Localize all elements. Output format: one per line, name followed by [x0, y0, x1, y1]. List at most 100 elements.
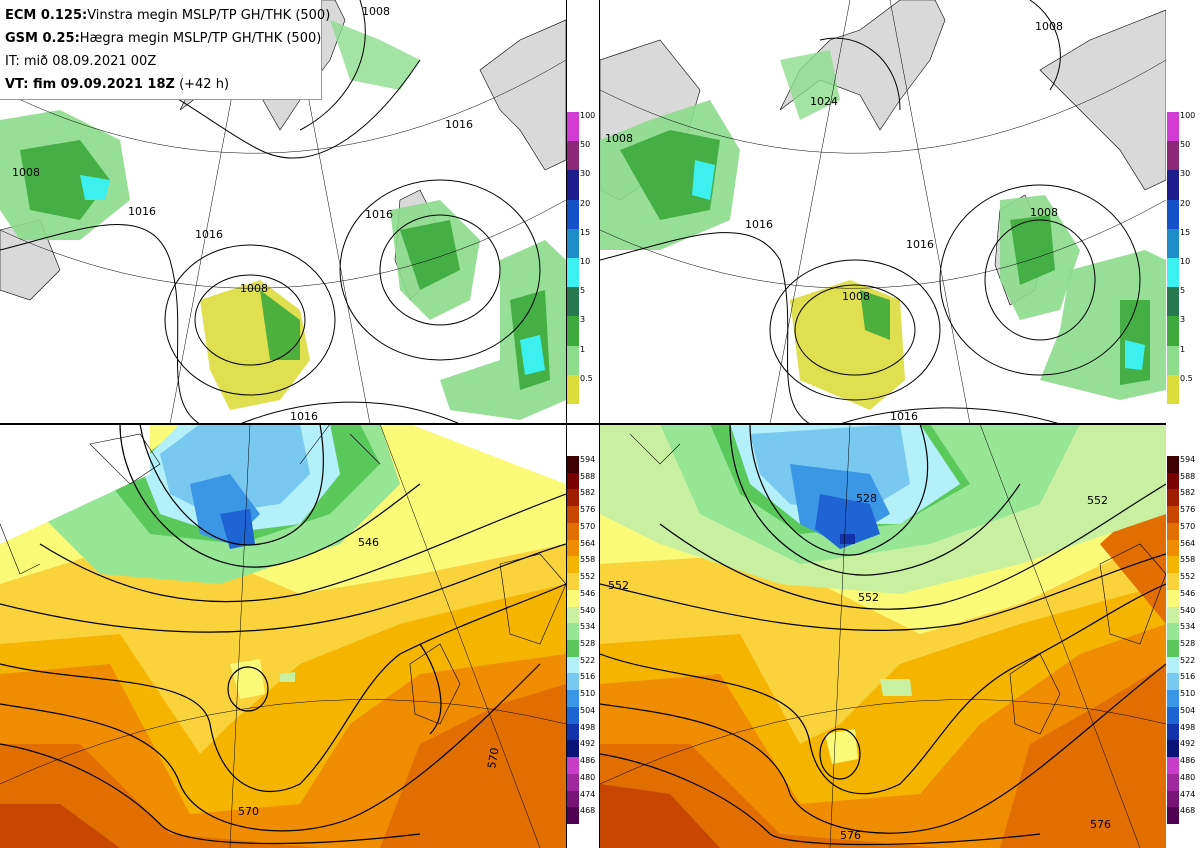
isobar-label: 1016 [745, 218, 773, 231]
colorbar-swatch [1167, 539, 1179, 557]
gsm-mslp-map: 1008 1024 1016 1016 1008 1016 1008 1008 [600, 0, 1166, 424]
colorbar-label: 5 [580, 286, 586, 296]
header-line-ecm: ECM 0.125:Vinstra megin MSLP/TP GH/THK (… [5, 8, 331, 23]
colorbar-swatch [1167, 489, 1179, 507]
colorbar-label: 570 [580, 521, 596, 531]
colorbar-label: 588 [1180, 471, 1196, 481]
gh-label: 570 [485, 747, 501, 770]
colorbar-label: 468 [580, 806, 596, 816]
ecm-thickness-panel: 546 570 570 [0, 424, 566, 848]
colorbar-label: 492 [1180, 739, 1196, 749]
thickness-colorbar-right: 594 588 582 576 570 564 558 552 546 540 534 528 522 5… [1167, 455, 1200, 825]
colorbar-label: 15 [580, 227, 591, 237]
colorbar-label: 486 [580, 756, 596, 766]
colorbar-label: 528 [1180, 639, 1196, 648]
colorbar-label: 1 [580, 344, 586, 354]
colorbar-label: 486 [1180, 756, 1196, 766]
gh-label: 528 [856, 492, 877, 505]
colorbar-swatch [567, 141, 579, 171]
colorbar-label: 516 [1180, 672, 1196, 682]
colorbar-swatch [567, 522, 579, 541]
panel-separator-horizontal [0, 423, 1166, 425]
colorbar-label: 3 [1180, 315, 1186, 325]
greenland-land [779, 0, 946, 131]
isobar-label: 1008 [1035, 20, 1063, 33]
colorbar-swatch [1167, 640, 1179, 658]
gh-label: 576 [840, 829, 861, 842]
colorbar-swatch [567, 374, 579, 405]
colorbar-label: 100 [1180, 111, 1196, 120]
isobar-label: 1008 [842, 290, 870, 303]
colorbar-swatch [1167, 345, 1179, 376]
colorbar-swatch [1167, 506, 1179, 524]
colorbar-swatch [1167, 287, 1179, 317]
colorbar-swatch [567, 757, 579, 775]
colorbar-swatch [567, 790, 579, 808]
gh-label: 552 [608, 579, 629, 592]
gh-label: 552 [1087, 494, 1108, 507]
colorbar-swatch [567, 723, 579, 741]
isobar-label: 1008 [240, 282, 268, 295]
colorbar-label: 504 [580, 705, 596, 715]
colorbar-label: 20 [1180, 198, 1191, 208]
colorbar-label: 564 [580, 538, 596, 548]
ecm-thickness-map: 546 570 570 [0, 424, 566, 848]
colorbar-swatch [1167, 170, 1179, 201]
colorbar-swatch [1167, 316, 1179, 347]
colorbar-swatch [1167, 374, 1179, 405]
scandinavia-land [1039, 9, 1166, 191]
gh-label: 576 [1090, 818, 1111, 831]
colorbar-swatch [567, 456, 579, 474]
colorbar-swatch [1167, 773, 1179, 792]
isobar-label: 1008 [12, 166, 40, 179]
colorbar-label: 468 [1180, 806, 1196, 816]
colorbar-swatch [567, 606, 579, 624]
map-header-info: ECM 0.125:Vinstra megin MSLP/TP GH/THK (… [0, 0, 331, 100]
colorbar-swatch [1167, 723, 1179, 741]
colorbar-swatch [1167, 690, 1179, 708]
colorbar-swatch [1167, 456, 1179, 474]
gh-label: 546 [358, 536, 379, 549]
colorbar-label: 3 [580, 315, 586, 325]
header-line-gsm: GSM 0.25:Hægra megin MSLP/TP GH/THK (500… [5, 31, 322, 46]
gh-label: 570 [238, 805, 259, 818]
colorbar-label: 558 [580, 555, 596, 565]
colorbar-label: 10 [580, 257, 591, 266]
colorbar-label: 546 [580, 588, 596, 598]
colorbar-label: 516 [580, 672, 596, 682]
colorbar-swatch [1167, 556, 1179, 574]
header-line-valid: VT: fim 09.09.2021 18Z (+42 h) [5, 77, 230, 92]
gsm-mslp-panel: 1008 1024 1016 1016 1008 1016 1008 1008 [600, 0, 1166, 424]
colorbar-swatch [1167, 573, 1179, 591]
colorbar-label: 0.5 [580, 373, 593, 383]
colorbar-label: 522 [1180, 655, 1196, 665]
colorbar-swatch [567, 287, 579, 317]
colorbar-label: 1 [1180, 344, 1186, 354]
colorbar-label: 522 [580, 655, 596, 665]
header-line-init: IT: mið 08.09.2021 00Z [5, 54, 157, 69]
gsm-thickness-panel: 528 552 552 552 576 576 [600, 424, 1166, 848]
colorbar-swatch [567, 740, 579, 758]
panel-separator-right [599, 0, 600, 848]
colorbar-swatch [567, 345, 579, 376]
isobar-label: 1016 [445, 118, 473, 131]
colorbar-label: 588 [580, 471, 596, 481]
colorbar-swatch [567, 773, 579, 792]
colorbar-label: 552 [1180, 572, 1196, 582]
colorbar-label: 474 [1180, 789, 1196, 799]
colorbar-swatch [567, 472, 579, 490]
colorbar-swatch [567, 170, 579, 201]
colorbar-swatch [567, 589, 579, 608]
colorbar-label: 558 [1180, 555, 1196, 565]
colorbar-label: 594 [1180, 455, 1196, 464]
colorbar-swatch [1167, 706, 1179, 725]
colorbar-swatch [567, 690, 579, 708]
colorbar-label: 540 [1180, 605, 1196, 615]
isobar-label: 1008 [605, 132, 633, 145]
colorbar-label: 30 [580, 169, 591, 179]
colorbar-swatch [567, 556, 579, 574]
colorbar-swatch [567, 623, 579, 641]
colorbar-label: 10 [1180, 257, 1191, 266]
colorbar-swatch [567, 673, 579, 691]
colorbar-label: 576 [580, 505, 596, 515]
